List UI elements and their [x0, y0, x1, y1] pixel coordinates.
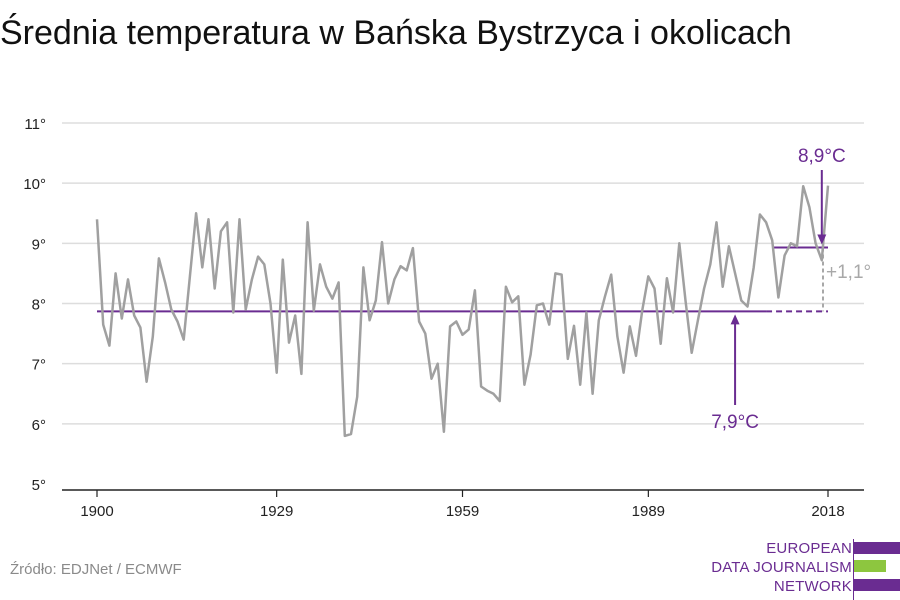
- logo-bar-middle: [854, 560, 886, 572]
- logo-divider: [853, 539, 854, 600]
- y-tick-label: 10°: [23, 176, 46, 193]
- x-tick-label: 1989: [632, 503, 665, 520]
- y-tick-label: 11°: [24, 116, 46, 133]
- y-tick-label: 7°: [32, 357, 46, 374]
- y-tick-label: 6°: [32, 417, 46, 434]
- x-tick-label: 1929: [260, 503, 293, 520]
- recent-arrowhead: [817, 234, 827, 245]
- logo-line-1: EUROPEAN: [766, 540, 852, 557]
- y-tick-label: 8°: [32, 297, 46, 314]
- edjnet-logo: EUROPEAN DATA JOURNALISM NETWORK: [700, 539, 900, 600]
- logo-bar-bottom: [854, 579, 900, 591]
- y-tick-label: 5°: [32, 477, 46, 494]
- x-tick-label: 1959: [446, 503, 479, 520]
- logo-line-3: NETWORK: [773, 578, 852, 595]
- y-tick-label: 9°: [32, 236, 46, 253]
- baseline-label: 7,9°C: [711, 412, 759, 433]
- logo-line-2: DATA JOURNALISM: [711, 559, 852, 576]
- x-tick-label: 1900: [80, 503, 113, 520]
- source-note: Źródło: EDJNet / ECMWF: [10, 561, 182, 578]
- temperature-series-line: [95, 184, 830, 438]
- chart-title: Średnia temperatura w Bańska Bystrzyca i…: [0, 14, 792, 52]
- x-tick-label: 2018: [811, 503, 844, 520]
- baseline-arrowhead: [730, 314, 740, 325]
- logo-bar-top: [854, 542, 900, 554]
- recent-label: 8,9°C: [798, 146, 846, 167]
- change-label: +1,1°: [826, 262, 871, 283]
